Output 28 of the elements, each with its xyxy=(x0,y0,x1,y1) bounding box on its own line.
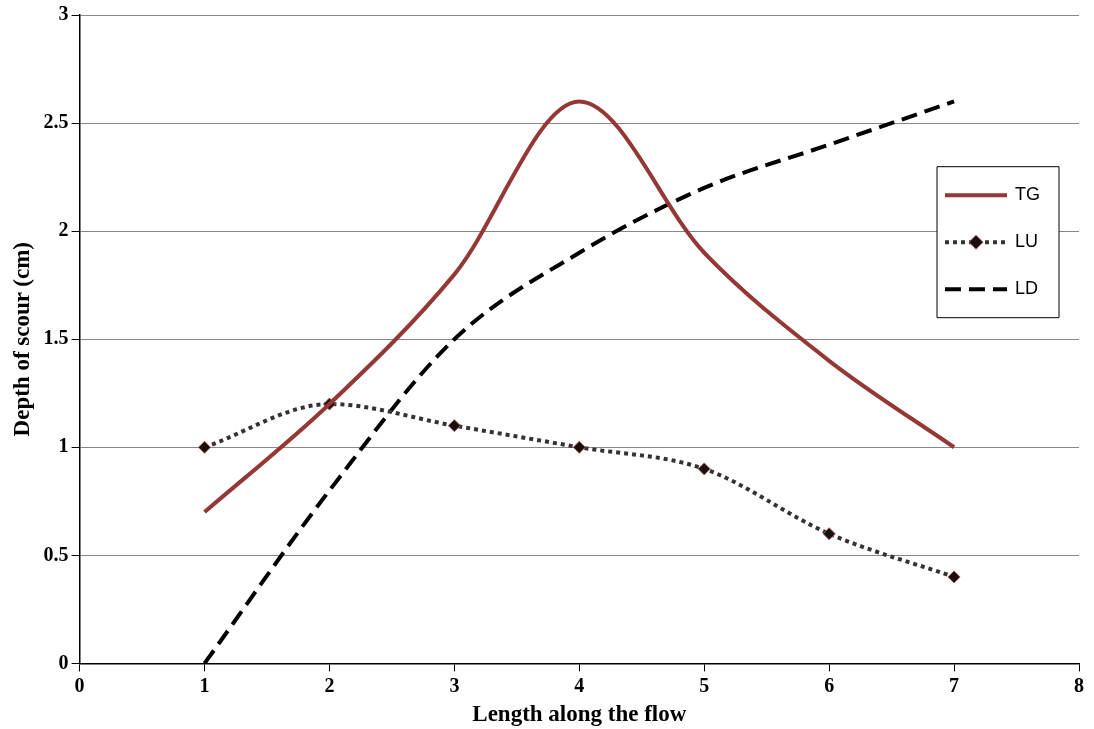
x-tick-label: 3 xyxy=(449,673,460,696)
y-tick-label: 3 xyxy=(58,2,69,25)
x-axis-title: Length along the flow xyxy=(472,701,687,727)
y-axis-title: Depth of scour (cm) xyxy=(8,242,34,437)
x-tick-label: 2 xyxy=(324,673,335,696)
y-tick-label: 1 xyxy=(58,434,69,457)
point xyxy=(947,570,961,584)
y-tick-label: 0.5 xyxy=(43,542,69,565)
x-tick-label: 4 xyxy=(574,673,585,696)
y-tick-label: 2.5 xyxy=(43,110,69,133)
point xyxy=(447,419,461,433)
legend-label: LD xyxy=(1015,278,1039,299)
line-series xyxy=(202,99,957,515)
point xyxy=(697,462,711,476)
legend-label: TG xyxy=(1015,184,1040,205)
x-tick-label: 0 xyxy=(74,673,85,696)
x-tick-label: 8 xyxy=(1074,673,1084,696)
x-tick-label: 5 xyxy=(699,673,710,696)
x-tick-label: 6 xyxy=(824,673,835,696)
y-tick-label: 2 xyxy=(58,218,69,241)
y-tick-label: 0 xyxy=(58,650,69,673)
point xyxy=(198,440,212,454)
x-tick-label: 7 xyxy=(949,673,960,696)
x-tick-label: 1 xyxy=(199,673,210,696)
point xyxy=(572,440,586,454)
y-tick-label: 1.5 xyxy=(43,326,69,349)
legend-label: LU xyxy=(1015,231,1039,252)
point xyxy=(822,527,836,541)
